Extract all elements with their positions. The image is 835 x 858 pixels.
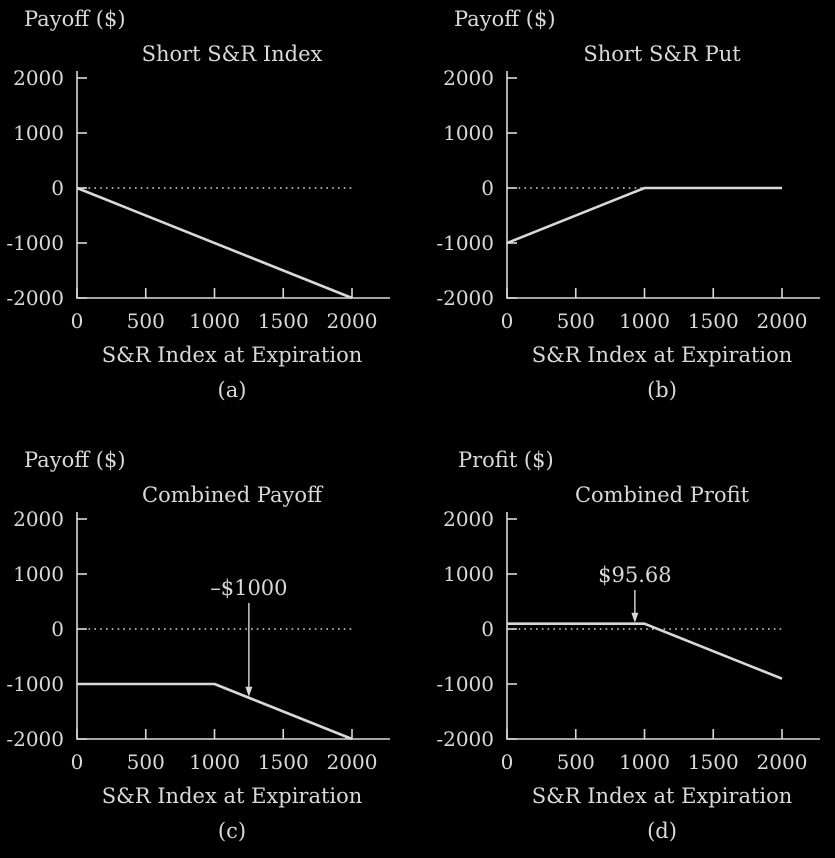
panel-d-x-tick-label: 2000 — [757, 750, 808, 774]
panel-d-x-tick-label: 1500 — [688, 750, 739, 774]
panel-a-x-tick-label: 1000 — [189, 309, 240, 333]
panel-b: Payoff ($) Short S&R Put S&R Index at Ex… — [436, 7, 820, 402]
panel-a-y-tick-label: 2000 — [13, 66, 64, 90]
panel-d-y-axis-label: Profit ($) — [458, 448, 554, 472]
panel-d-annotation-arrowhead — [631, 612, 639, 623]
panel-b-y-tick-label: 2000 — [443, 66, 494, 90]
panel-d-x-tick-label: 500 — [557, 750, 595, 774]
panel-c-axes — [76, 512, 390, 740]
panel-c-title: Combined Payoff — [142, 483, 324, 507]
panel-b-x-tick-label: 2000 — [757, 309, 808, 333]
panel-c-x-tick-label: 1500 — [258, 750, 309, 774]
panel-b-axes — [506, 71, 820, 299]
panel-b-x-axis-label: S&R Index at Expiration — [532, 343, 793, 367]
panel-c-x-axis-label: S&R Index at Expiration — [102, 784, 363, 808]
panel-c-y-tick-label: -2000 — [6, 727, 64, 751]
panel-d-y-tick-label: 0 — [481, 617, 494, 641]
panel-d-title: Combined Profit — [575, 483, 750, 507]
panel-b-title: Short S&R Put — [583, 42, 741, 66]
panel-a-x-axis-label: S&R Index at Expiration — [102, 343, 363, 367]
panel-a-y-tick-label: -2000 — [6, 286, 64, 310]
panel-a-x-tick-label: 1500 — [258, 309, 309, 333]
panel-d: Profit ($) Combined Profit S&R Index at … — [436, 448, 820, 843]
panel-b-x-tick-label: 1000 — [619, 309, 670, 333]
panel-b-y-axis-label: Payoff ($) — [454, 7, 556, 31]
panel-d-x-tick-label: 1000 — [619, 750, 670, 774]
panel-d-y-tick-label: 1000 — [443, 562, 494, 586]
panel-a-y-tick-label: 0 — [51, 176, 64, 200]
panel-d-axes — [506, 512, 820, 740]
panel-b-label: (b) — [647, 378, 677, 402]
panel-c: Payoff ($) Combined Payoff S&R Index at … — [6, 448, 390, 843]
panel-d-x-tick-label: 0 — [501, 750, 514, 774]
panel-a-series-line — [76, 186, 353, 300]
panel-b-series-line — [506, 186, 782, 245]
panel-d-y-tick-label: 2000 — [443, 507, 494, 531]
panel-a: Payoff ($) Short S&R Index S&R Index at … — [6, 7, 390, 402]
panel-d-x-axis-label: S&R Index at Expiration — [532, 784, 793, 808]
panel-d-annotation-label: $95.68 — [598, 563, 671, 587]
panel-d-y-tick-label: -1000 — [436, 672, 494, 696]
panel-c-y-tick-label: 0 — [51, 617, 64, 641]
panel-b-y-tick-label: 0 — [481, 176, 494, 200]
panel-a-x-tick-label: 0 — [71, 309, 84, 333]
panel-c-annotation-label: –$1000 — [210, 576, 287, 600]
panel-c-y-tick-label: -1000 — [6, 672, 64, 696]
panel-c-series-line — [77, 682, 353, 741]
panel-a-x-tick-label: 2000 — [327, 309, 378, 333]
panel-b-y-tick-label: -2000 — [436, 286, 494, 310]
panel-a-y-tick-label: 1000 — [13, 121, 64, 145]
panel-c-y-tick-label: 2000 — [13, 507, 64, 531]
panel-c-y-tick-label: 1000 — [13, 562, 64, 586]
panel-d-label: (d) — [647, 819, 677, 843]
panel-a-y-axis-label: Payoff ($) — [24, 7, 126, 31]
panel-c-label: (c) — [218, 819, 246, 843]
panel-a-y-tick-label: -1000 — [6, 231, 64, 255]
panel-c-y-axis-label: Payoff ($) — [24, 448, 126, 472]
panel-a-x-tick-label: 500 — [127, 309, 165, 333]
panel-c-x-tick-label: 0 — [71, 750, 84, 774]
panel-a-axes — [76, 71, 390, 299]
panel-d-series-line — [507, 622, 783, 680]
panel-a-label: (a) — [218, 378, 247, 402]
panel-c-x-tick-label: 500 — [127, 750, 165, 774]
panel-a-title: Short S&R Index — [142, 42, 323, 66]
panel-c-x-tick-label: 1000 — [189, 750, 240, 774]
panel-c-annotation-arrowhead — [245, 686, 253, 697]
panel-b-y-tick-label: 1000 — [443, 121, 494, 145]
panel-b-x-tick-label: 500 — [557, 309, 595, 333]
panel-b-y-tick-label: -1000 — [436, 231, 494, 255]
panel-b-x-tick-label: 0 — [501, 309, 514, 333]
panel-d-y-tick-label: -2000 — [436, 727, 494, 751]
panel-b-x-tick-label: 1500 — [688, 309, 739, 333]
panel-c-x-tick-label: 2000 — [327, 750, 378, 774]
